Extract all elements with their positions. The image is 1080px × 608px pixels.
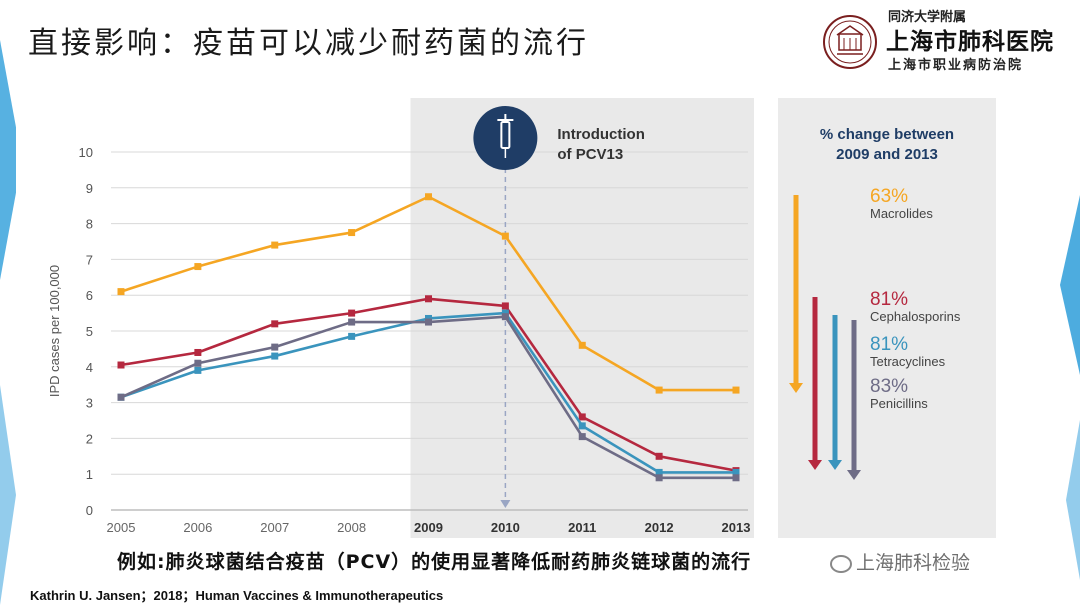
y-tick-label: 4 [86,360,93,375]
event-label-line2: of PCV13 [557,146,623,163]
series-legend-label: Macrolides [870,206,933,221]
change-arrow-head [847,470,861,480]
data-point [348,309,356,317]
x-tick-label: 2013 [722,520,751,535]
data-point [194,348,202,356]
data-point [578,422,586,430]
citation: Kathrin U. Jansen；2018；Human Vaccines & … [30,588,444,603]
y-tick-label: 9 [86,181,93,196]
right-accent-shape [1060,195,1080,375]
data-point [655,468,663,476]
data-point [117,288,125,296]
y-tick-label: 10 [79,145,93,160]
change-arrow-head [808,460,822,470]
data-point [655,452,663,460]
data-point [348,318,356,326]
data-point [425,193,432,201]
y-tick-label: 2 [86,431,93,446]
event-arrow-head [500,500,511,508]
data-point [732,468,740,476]
syringe-icon [473,106,538,170]
y-tick-label: 0 [86,503,93,518]
x-tick-label: 2011 [568,520,596,535]
data-point [655,386,663,394]
data-point [271,352,279,360]
change-percent: 63% [870,186,908,207]
data-point [271,241,279,249]
logo-hospital-name: 上海市肺科医院 [886,28,1054,55]
right-accent-shape-lower [1066,420,1080,580]
y-tick-label: 1 [86,467,93,482]
data-point [578,433,586,441]
ipd-line-chart: 0 1 2 3 4 5 6 7 8 9 10 2005 2006 2007 2008 2009 2010 2011… [47,98,996,538]
post-pcv13-shaded-region [410,98,754,538]
data-point [117,393,125,401]
series-legend-label: Tetracyclines [870,354,946,369]
x-tick-label: 2008 [337,520,366,535]
y-axis-label: IPD cases per 100,000 [47,265,62,397]
data-point [732,386,740,394]
change-percent: 81% [870,334,908,355]
x-tick-label: 2005 [107,520,136,535]
data-point [425,318,432,326]
data-point [194,366,202,374]
chart-frame: 0 1 2 3 4 5 6 7 8 9 10 2005 2006 2007 2008 2009 2010 2011… [16,90,1006,548]
x-tick-label: 2009 [414,520,443,535]
data-point [194,263,202,271]
x-tick-label: 2012 [645,520,674,535]
watermark-text: 上海肺科检验 [856,552,971,574]
data-point [578,413,586,421]
y-tick-label: 7 [86,252,93,267]
data-point [501,302,509,310]
watermark: 上海肺科检验 [830,548,970,575]
data-point [578,341,586,349]
change-arrow-head [789,383,803,393]
change-percent: 81% [870,289,908,310]
series-legend-label: Penicillins [870,396,928,411]
y-tick-label: 6 [86,288,93,303]
data-point [501,232,509,240]
syringe-icon-circle [473,106,538,170]
data-point [348,332,356,340]
data-point [348,229,356,237]
series-legend-label: Cephalosporins [870,309,961,324]
data-point [117,361,125,369]
x-tick-label: 2010 [491,520,520,535]
data-point [501,309,509,317]
wechat-icon [830,554,852,573]
data-point [425,295,432,303]
data-point [732,474,740,482]
slide-title: 直接影响：疫苗可以减少耐药菌的流行 [28,26,589,61]
data-point [271,343,279,351]
y-tick-label: 3 [86,396,93,411]
logo-subtitle: 上海市职业病防治院 [888,58,1024,73]
left-accent-shape-lower [0,385,16,605]
event-label-line1: Introduction [557,126,644,143]
hospital-seal-icon [823,15,877,69]
change-panel-title-line2: 2009 and 2013 [836,146,938,163]
slide-caption: 例如:肺炎球菌结合疫苗（PCV）的使用显著降低耐药肺炎链球菌的流行 [117,551,752,573]
x-tick-label: 2006 [183,520,212,535]
logo-affiliation: 同济大学附属 [888,10,967,25]
y-tick-label: 5 [86,324,93,339]
data-point [501,313,509,321]
change-percent: 83% [870,376,908,397]
change-arrow-head [828,460,842,470]
y-tick-label: 8 [86,217,93,232]
data-point [194,359,202,367]
x-tick-label: 2007 [260,520,289,535]
data-point [425,314,432,322]
data-point [271,320,279,328]
change-panel-title-line1: % change between [820,126,954,143]
data-point [655,474,663,482]
